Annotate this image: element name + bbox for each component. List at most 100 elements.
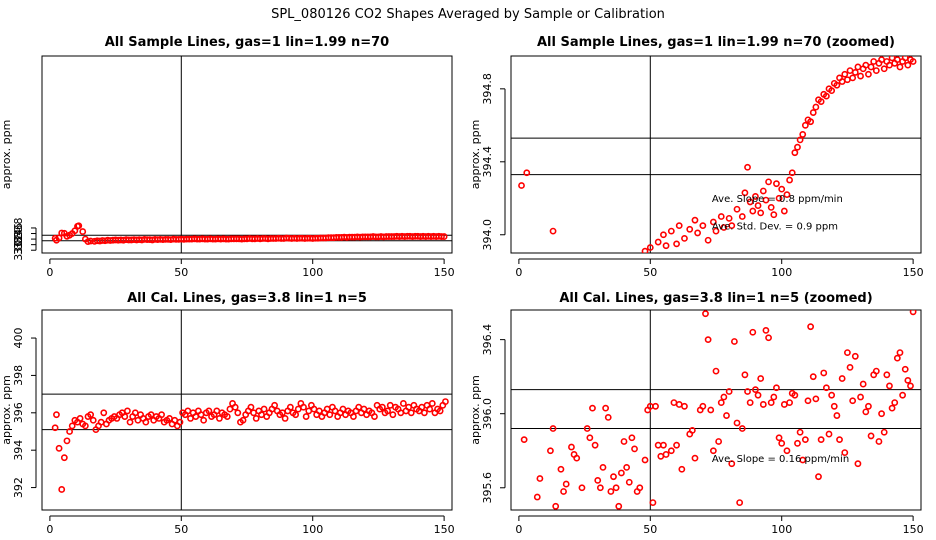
- data-point: [578, 484, 586, 492]
- data-point: [378, 403, 386, 411]
- y-axis-label: approx. ppm: [0, 120, 13, 190]
- data-point: [770, 211, 778, 219]
- data-point: [213, 407, 221, 415]
- data-point: [878, 410, 885, 418]
- x-tick-label: 100: [302, 266, 323, 279]
- data-point: [794, 143, 801, 151]
- data-point: [691, 216, 699, 224]
- data-point: [846, 67, 854, 74]
- data-point: [518, 182, 525, 189]
- data-point: [733, 205, 741, 213]
- data-point: [857, 72, 864, 80]
- data-point: [801, 121, 809, 129]
- data-point: [200, 416, 208, 424]
- data-point: [405, 403, 413, 411]
- data-point: [717, 213, 725, 220]
- data-point: [778, 185, 786, 193]
- data-point: [888, 56, 896, 62]
- data-point: [523, 169, 531, 177]
- annotation-text: Ave. Std. Dev. = 0.9 ppm: [712, 221, 838, 232]
- data-point: [767, 399, 775, 406]
- data-point: [187, 415, 194, 422]
- data-point: [783, 447, 791, 455]
- data-point: [796, 428, 804, 436]
- data-point: [678, 465, 686, 473]
- data-point: [880, 428, 888, 436]
- data-point: [258, 411, 265, 419]
- data-point: [300, 403, 307, 411]
- data-point: [754, 391, 762, 399]
- data-point: [294, 405, 302, 413]
- y-tick-label: 394.8: [481, 73, 494, 105]
- data-point: [712, 227, 720, 235]
- data-point: [652, 402, 659, 410]
- data-point: [407, 409, 415, 417]
- data-point: [660, 231, 667, 239]
- data-point: [804, 397, 812, 405]
- data-point: [809, 109, 817, 116]
- data-point: [641, 247, 649, 253]
- data-point: [681, 235, 688, 242]
- data-point: [589, 404, 596, 412]
- y-tick-label: 334: [12, 229, 25, 250]
- data-point: [604, 414, 612, 421]
- data-point: [815, 473, 822, 481]
- data-point: [896, 63, 904, 71]
- data-point: [838, 375, 846, 382]
- data-point: [315, 407, 323, 415]
- annotation-text: Ave. Slope = 0.8 ppm/min: [712, 194, 843, 205]
- data-point: [786, 399, 793, 406]
- y-tick-label: 394: [12, 440, 25, 461]
- data-point: [704, 336, 712, 344]
- x-tick-label: 50: [643, 523, 657, 536]
- data-point: [796, 136, 804, 144]
- data-point: [58, 229, 66, 237]
- data-point: [305, 407, 313, 415]
- data-point: [901, 365, 909, 373]
- data-point: [384, 407, 392, 415]
- data-point: [418, 403, 426, 411]
- data-point: [865, 70, 872, 78]
- data-point: [646, 244, 654, 251]
- data-point: [426, 405, 434, 413]
- data-point: [142, 418, 150, 426]
- data-point: [617, 469, 625, 477]
- x-tick-label: 150: [903, 523, 924, 536]
- y-tick-label: 396.0: [481, 398, 494, 430]
- data-point: [599, 464, 607, 471]
- y-tick-label: 392: [12, 477, 25, 498]
- data-point: [547, 447, 554, 455]
- data-point: [654, 441, 662, 449]
- data-point: [907, 382, 914, 390]
- data-point: [549, 227, 557, 235]
- data-point: [657, 452, 665, 460]
- data-point: [904, 61, 912, 69]
- data-point: [833, 412, 841, 419]
- data-point: [720, 393, 728, 401]
- data-point: [694, 229, 702, 237]
- data-point: [226, 405, 234, 413]
- plot-frame: [41, 309, 453, 511]
- data-point: [58, 486, 66, 493]
- data-point: [76, 415, 84, 422]
- data-point: [134, 416, 142, 424]
- data-point: [828, 87, 836, 95]
- data-point: [596, 484, 604, 492]
- data-point: [909, 58, 917, 65]
- data-point: [830, 402, 838, 410]
- data-point: [841, 70, 849, 78]
- data-point: [662, 242, 670, 250]
- data-point: [594, 476, 602, 484]
- data-point: [271, 401, 278, 409]
- data-point: [234, 409, 242, 417]
- data-point: [723, 412, 730, 419]
- chart-panel-4: All Cal. Lines, gas=3.8 lin=1 n=5 (zoome…: [469, 291, 924, 536]
- data-point: [741, 189, 749, 197]
- data-point: [323, 405, 331, 413]
- x-tick-label: 150: [903, 266, 924, 279]
- data-point: [371, 413, 378, 420]
- data-point: [867, 432, 875, 440]
- data-point: [631, 445, 638, 453]
- data-point: [158, 411, 165, 419]
- data-point: [762, 196, 770, 204]
